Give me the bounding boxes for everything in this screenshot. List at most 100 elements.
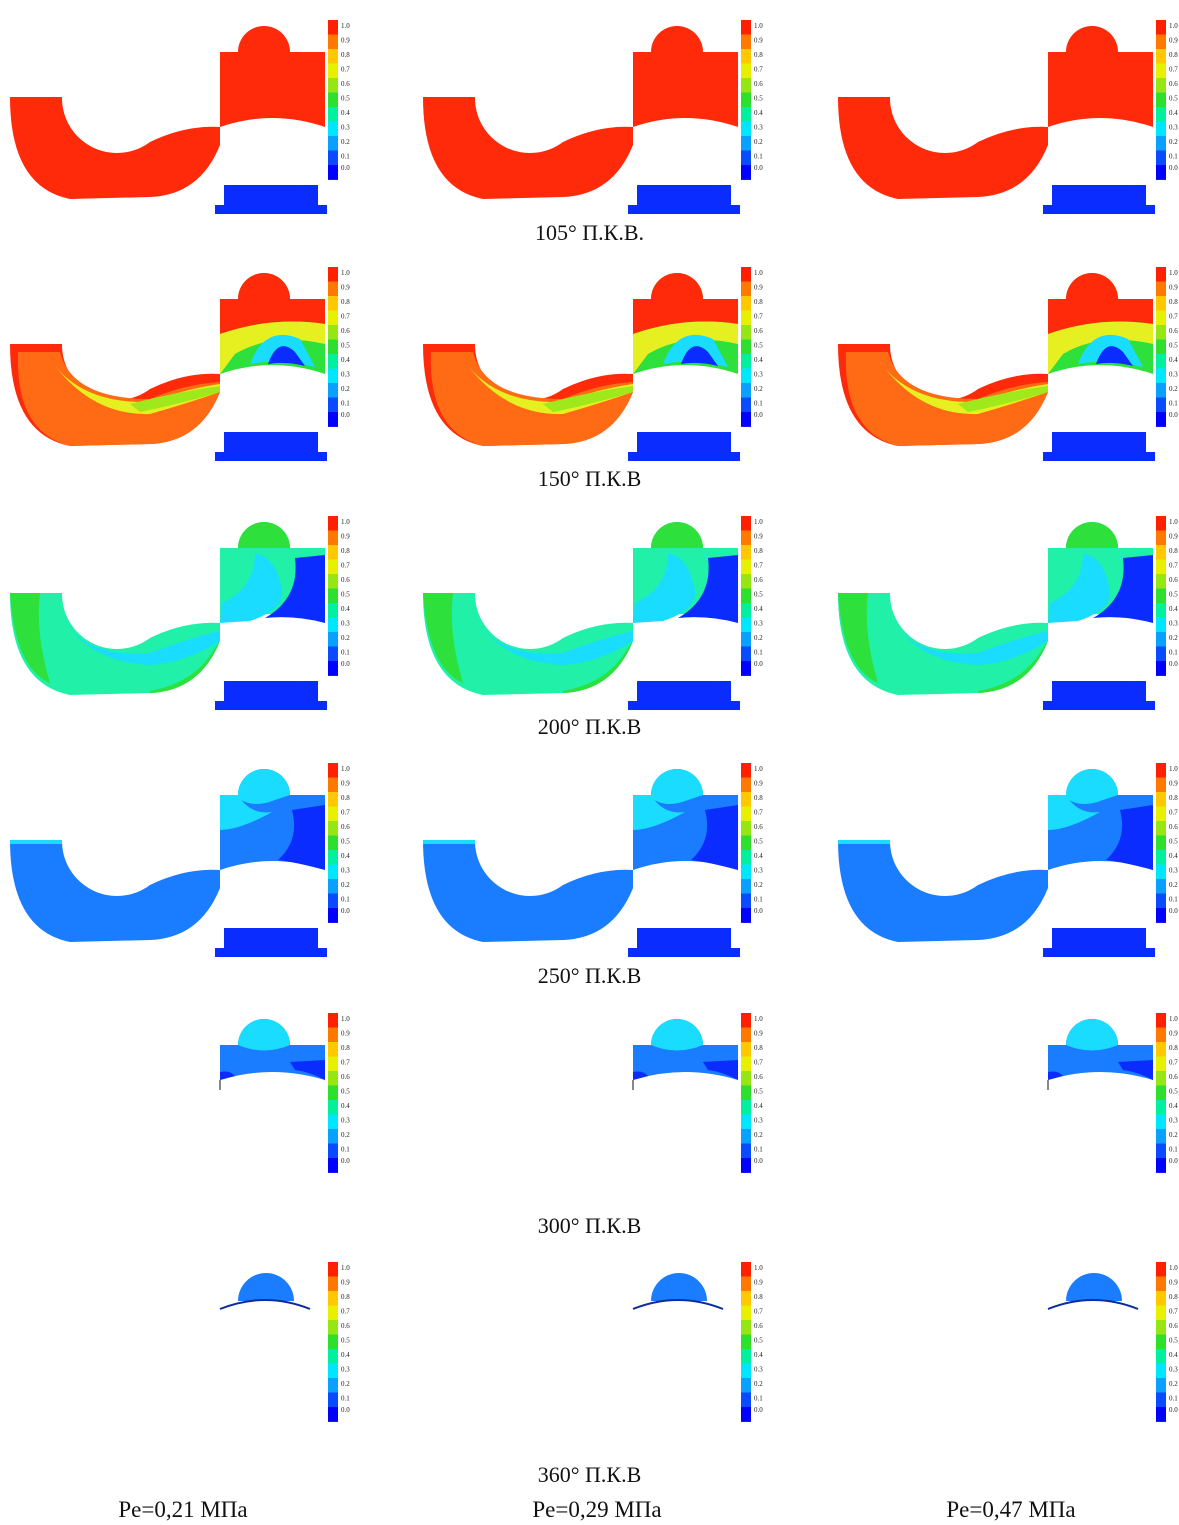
column-caption-pe-047: Pe=0,47 МПа (946, 1497, 1076, 1522)
contour-panel-r3-c1 (423, 769, 740, 957)
colorbar-tick-label: 0.4 (1169, 605, 1178, 613)
colorbar-swatch (741, 777, 751, 793)
colorbar-swatch (1156, 646, 1166, 662)
colorbar-swatch (741, 78, 751, 93)
colorbar-tick-label: 0.0 (1169, 1157, 1178, 1165)
colorbar-swatch (328, 63, 338, 79)
colorbar-swatch (741, 92, 751, 108)
colorbar-tick-label: 0.2 (341, 881, 350, 889)
colorbar-swatch (741, 1013, 751, 1028)
colorbar-tick-label: 0.8 (1169, 1044, 1178, 1052)
colorbar-swatch (741, 1158, 751, 1173)
contour-panel-r0-c0 (10, 26, 327, 214)
colorbar-tick-label: 0.3 (754, 1117, 763, 1125)
colorbar-swatch (328, 412, 338, 427)
colorbar-swatch (1156, 1305, 1166, 1321)
colorbar-swatch (328, 383, 338, 398)
colorbar-tick-label: 0.9 (1169, 1279, 1178, 1287)
colorbar-swatch (741, 879, 751, 894)
colorbar-tick-label: 1.0 (341, 518, 350, 526)
colorbar-swatch (328, 777, 338, 793)
colorbar-tick-label: 0.4 (1169, 356, 1178, 364)
colorbar-tick-label: 0.6 (341, 576, 350, 584)
colorbar-tick-label: 0.1 (754, 1146, 763, 1154)
colorbar-tick-label: 0.6 (754, 1322, 763, 1330)
colorbar-tick-label: 0.5 (754, 342, 763, 350)
colorbar-swatch (741, 821, 751, 836)
colorbar-swatch (1156, 1085, 1166, 1101)
colorbar-swatch (1156, 879, 1166, 894)
colorbar-swatch (1156, 1349, 1166, 1364)
colorbar-swatch (328, 632, 338, 647)
colorbar-swatch (328, 835, 338, 851)
colorbar-swatch (1156, 1407, 1166, 1422)
colorbar-swatch (328, 325, 338, 340)
colorbar-tick-label: 0.5 (1169, 342, 1178, 350)
colorbar-swatch (328, 296, 338, 311)
colorbar-r3-c2: 1.0 0.9 0.8 0.7 0.6 0.5 0.4 0.3 0.2 0.1 0.0 (1156, 763, 1178, 923)
colorbar-tick-label: 1.0 (1169, 518, 1178, 526)
colorbar-tick-label: 0.0 (1169, 907, 1178, 915)
colorbar-tick-label: 0.1 (1169, 400, 1178, 408)
colorbar-tick-label: 0.5 (341, 342, 350, 350)
row-caption-250: 250° П.К.В (537, 963, 642, 988)
colorbar-tick-label: 0.0 (754, 164, 763, 172)
colorbar-swatch (741, 850, 751, 865)
colorbar-swatch (1156, 1363, 1166, 1379)
colorbar-tick-label: 0.5 (1169, 1337, 1178, 1345)
colorbar-swatch (741, 603, 751, 618)
colorbar-swatch (741, 325, 751, 340)
colorbar-swatch (741, 516, 751, 531)
colorbar-swatch (328, 908, 338, 923)
colorbar-r4-c1: 1.0 0.9 0.8 0.7 0.6 0.5 0.4 0.3 0.2 0.1 0.0 (741, 1013, 763, 1173)
colorbar-tick-label: 0.4 (754, 109, 763, 117)
colorbar-r5-c2: 1.0 0.9 0.8 0.7 0.6 0.5 0.4 0.3 0.2 0.1 0.0 (1156, 1262, 1178, 1422)
colorbar-swatch (1156, 1129, 1166, 1144)
colorbar-tick-label: 0.2 (341, 138, 350, 146)
colorbar-swatch (1156, 806, 1166, 822)
colorbar-tick-label: 0.8 (341, 1293, 350, 1301)
row-caption-300: 300° П.К.В (537, 1213, 642, 1238)
colorbar-swatch (328, 792, 338, 807)
colorbar-tick-label: 0.8 (341, 794, 350, 802)
colorbar-swatch (1156, 34, 1166, 50)
colorbar-swatch (741, 1363, 751, 1379)
colorbar-tick-label: 0.3 (1169, 1117, 1178, 1125)
colorbar-swatch (741, 1334, 751, 1350)
colorbar-swatch (1156, 397, 1166, 413)
colorbar-swatch (741, 1320, 751, 1335)
colorbar-tick-label: 0.3 (754, 124, 763, 132)
colorbar-tick-label: 0.2 (341, 1380, 350, 1388)
colorbar-swatch (1156, 296, 1166, 311)
colorbar-swatch (328, 20, 338, 35)
colorbar-tick-label: 0.0 (341, 907, 350, 915)
colorbar-tick-label: 0.7 (341, 1059, 350, 1067)
colorbar-swatch (328, 1291, 338, 1306)
colorbar-r1-c0: 1.0 0.9 0.8 0.7 0.6 0.5 0.4 0.3 0.2 0.1 0.0 (328, 267, 350, 427)
colorbar-swatch (1156, 893, 1166, 909)
colorbar-swatch (328, 150, 338, 166)
colorbar-swatch (328, 646, 338, 662)
colorbar-tick-label: 0.4 (754, 1351, 763, 1359)
colorbar-tick-label: 0.8 (754, 1044, 763, 1052)
colorbar-swatch (741, 1262, 751, 1277)
column-caption-pe-029: Pe=0,29 МПа (532, 1497, 662, 1522)
colorbar-swatch (328, 1158, 338, 1173)
colorbar-tick-label: 0.5 (754, 838, 763, 846)
colorbar-tick-label: 0.1 (754, 896, 763, 904)
colorbar-tick-label: 0.6 (341, 80, 350, 88)
colorbar-swatch (1156, 1042, 1166, 1057)
colorbar-tick-label: 0.6 (754, 327, 763, 335)
colorbar-tick-label: 0.6 (1169, 327, 1178, 335)
colorbar-swatch (1156, 92, 1166, 108)
colorbar-swatch (328, 530, 338, 546)
colorbar-swatch (1156, 835, 1166, 851)
colorbar-tick-label: 0.9 (754, 533, 763, 541)
colorbar-tick-label: 0.9 (1169, 284, 1178, 292)
colorbar-swatch (1156, 1027, 1166, 1043)
colorbar-tick-label: 0.4 (754, 356, 763, 364)
colorbar-tick-label: 0.9 (341, 780, 350, 788)
colorbar-swatch (328, 49, 338, 64)
colorbar-tick-label: 0.1 (1169, 153, 1178, 161)
colorbar-tick-label: 1.0 (754, 1264, 763, 1272)
